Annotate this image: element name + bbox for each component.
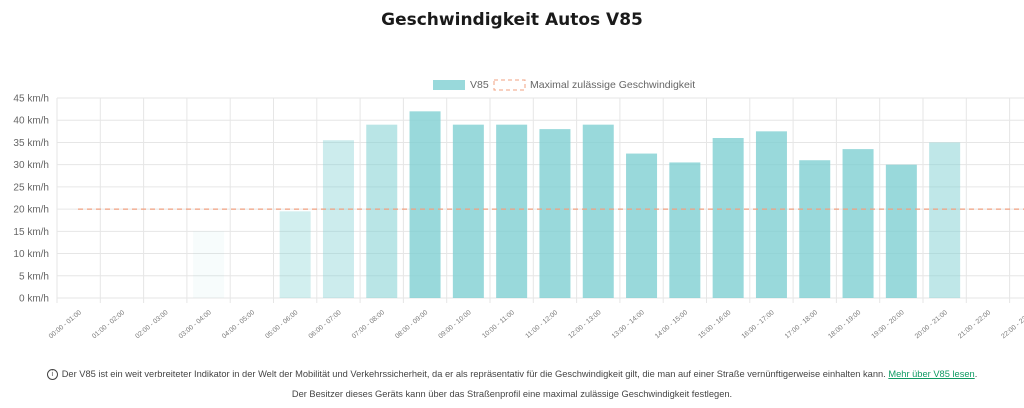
legend-limit-swatch [493,79,526,91]
y-tick-label: 35 km/h [13,138,49,149]
bar-v85[interactable] [279,211,311,298]
legend[interactable]: V85 Maximal zulässige Geschwindigkeit [433,79,695,91]
x-tick-label: 06:00 - 07:00 [308,309,343,340]
bar-v85[interactable] [452,124,484,298]
bar-v85[interactable] [929,142,961,298]
y-tick-label: 0 km/h [19,294,49,305]
bar-v85[interactable] [496,124,528,298]
y-tick-label: 20 km/h [13,205,49,216]
x-tick-label: 04:00 - 05:00 [221,309,256,340]
bar-v85[interactable] [712,138,744,298]
bar-v85[interactable] [582,124,614,298]
x-tick-label: 09:00 - 10:00 [437,309,472,340]
bar-v85[interactable] [669,162,701,298]
x-tick-label: 16:00 - 17:00 [741,309,776,340]
v85-read-more-link[interactable]: Mehr über V85 lesen [888,369,975,379]
info-icon: i [46,369,58,380]
bar-v85[interactable] [842,149,874,298]
bar-v85[interactable] [539,129,571,298]
footer-link-suffix: . [974,369,978,379]
bar-v85[interactable] [626,153,658,298]
x-tick-label: 20:00 - 21:00 [914,309,949,340]
x-tick-label: 10:00 - 11:00 [481,309,516,340]
x-tick-label: 18:00 - 19:00 [827,309,862,340]
y-tick-label: 40 km/h [13,116,49,127]
x-tick-label: 00:00 - 01:00 [48,309,83,340]
bars [193,111,961,298]
x-tick-label: 08:00 - 09:00 [394,309,429,340]
y-tick-label: 25 km/h [13,182,49,193]
bar-v85[interactable] [799,160,831,298]
bar-v85[interactable] [885,164,917,298]
y-tick-label: 15 km/h [13,227,49,238]
x-tick-label: 22:00 - 23:00 [1000,309,1024,340]
x-tick-label: 02:00 - 03:00 [134,309,169,340]
bar-v85[interactable] [193,231,225,298]
x-axis: 00:00 - 01:00 01:00 - 02:00 02:00 - 03:00 0… [48,309,1024,340]
footer-text: Der V85 ist ein weit verbreiteter Indika… [61,369,886,379]
x-tick-label: 07:00 - 08:00 [351,309,386,340]
x-tick-label: 03:00 - 04:00 [178,309,213,340]
y-axis: 0 km/h 5 km/h 10 km/h 15 km/h 20 km/h 25 km/h… [13,94,49,305]
x-tick-label: 12:00 - 13:00 [567,309,602,340]
bar-v85[interactable] [755,131,787,298]
x-tick-label: 05:00 - 06:00 [264,309,299,340]
x-tick-label: 21:00 - 22:00 [957,309,992,340]
x-tick-label: 19:00 - 20:00 [870,309,905,340]
legend-v85-label: V85 [470,79,489,91]
bar-v85[interactable] [366,124,398,298]
y-tick-label: 30 km/h [13,160,49,171]
bar-v85[interactable] [322,140,354,298]
legend-limit-label: Maximal zulässige Geschwindigkeit [530,79,695,91]
y-tick-label: 5 km/h [19,271,49,282]
footer-note: Der Besitzer dieses Geräts kann über das… [291,389,733,399]
chart-title: Geschwindigkeit Autos V85 [381,10,643,30]
legend-v85-swatch [433,80,465,90]
footer-description: i Der V85 ist ein weit verbreiteter Indik… [0,369,1024,380]
y-tick-label: 45 km/h [13,94,49,105]
bar-v85[interactable] [409,111,441,298]
x-tick-label: 13:00 - 14:00 [611,309,646,340]
x-tick-label: 15:00 - 16:00 [697,309,732,340]
x-tick-label: 11:00 - 12:00 [524,309,559,340]
v85-bar-chart: V85 Maximal zulässige Geschwindigkeit 0 … [13,79,1024,340]
x-tick-label: 14:00 - 15:00 [654,309,689,340]
x-tick-label: 17:00 - 18:00 [784,309,819,340]
x-tick-label: 01:00 - 02:00 [91,309,126,340]
y-tick-label: 10 km/h [13,249,49,260]
